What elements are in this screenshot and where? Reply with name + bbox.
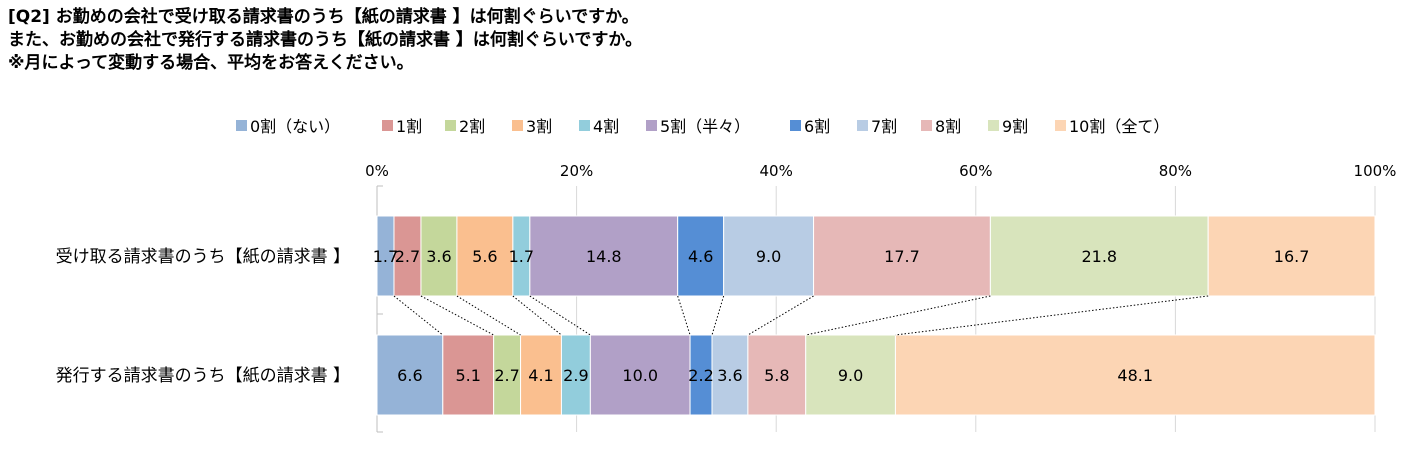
legend-swatch: [382, 120, 393, 131]
legend-swatch: [921, 120, 932, 131]
bar-segment: [589, 334, 691, 416]
bar-segment: [989, 215, 1209, 297]
data-label: 1.7: [373, 247, 398, 266]
category-label: 受け取る請求書のうち【紙の請求書 】: [56, 247, 350, 267]
bar-segment: [376, 334, 444, 416]
data-label: 16.7: [1274, 247, 1310, 266]
bar-segment: [560, 334, 591, 416]
data-label: 4.6: [688, 247, 713, 266]
data-label: 10.0: [622, 366, 658, 385]
series-connector-line: [420, 295, 494, 336]
legend-label: 1割: [396, 117, 422, 136]
data-label: 5.1: [455, 366, 480, 385]
bar-segment: [711, 334, 749, 416]
legend-label: 8割: [935, 117, 961, 136]
data-label: 3.6: [717, 366, 742, 385]
bar-segment: [529, 215, 679, 297]
data-label: 2.2: [688, 366, 713, 385]
bar-segment: [520, 334, 562, 416]
bar-segment: [456, 215, 514, 297]
data-label: 21.8: [1081, 247, 1117, 266]
x-tick-label: 0%: [365, 162, 389, 180]
x-tick-label: 20%: [560, 162, 593, 180]
legend-swatch: [579, 120, 590, 131]
series-connector-line: [895, 295, 1209, 336]
series-connector-line: [677, 295, 691, 336]
x-tick-label: 60%: [959, 162, 992, 180]
legend-label: 9割: [1002, 117, 1028, 136]
data-label: 2.9: [563, 366, 588, 385]
series-connector-line: [805, 295, 991, 336]
legend-label: 7割: [871, 117, 897, 136]
bar-segment: [813, 215, 991, 297]
series-connector-line: [711, 295, 725, 336]
data-label: 5.8: [764, 366, 789, 385]
title-line-3: ※月によって変動する場合、平均をお答えください。: [8, 53, 414, 73]
legend-swatch: [857, 120, 868, 131]
legend-swatch: [512, 120, 523, 131]
legend-swatch: [646, 120, 657, 131]
data-label: 2.7: [494, 366, 519, 385]
title-line-1: [Q2] お勤めの会社で受け取る請求書のうち【紙の請求書 】は何割ぐらいですか。: [8, 7, 639, 27]
bar-segment: [442, 334, 495, 416]
series-connector-line: [393, 295, 444, 336]
legend-swatch: [790, 120, 801, 131]
data-label: 4.1: [528, 366, 553, 385]
bar-segment: [677, 215, 725, 297]
legend-label: 0割（ない）: [250, 117, 340, 136]
bar-segment: [1207, 215, 1376, 297]
data-label: 3.6: [426, 247, 451, 266]
bar-segment: [805, 334, 896, 416]
category-label: 発行する請求書のうち【紙の請求書 】: [56, 366, 350, 386]
series-connector-line: [512, 295, 562, 336]
bar-segment: [894, 334, 1376, 416]
data-label: 48.1: [1117, 366, 1153, 385]
x-tick-label: 80%: [1159, 162, 1192, 180]
legend-swatch: [445, 120, 456, 131]
legend-label: 6割: [804, 117, 830, 136]
legend-swatch: [988, 120, 999, 131]
data-label: 14.8: [586, 247, 622, 266]
data-label: 9.0: [838, 366, 863, 385]
question-title: [Q2] お勤めの会社で受け取る請求書のうち【紙の請求書 】は何割ぐらいですか。…: [8, 6, 642, 75]
x-tick-label: 100%: [1354, 162, 1397, 180]
legend-label: 5割（半々）: [660, 117, 750, 136]
series-connector-line: [529, 295, 591, 336]
series-connector-line: [456, 295, 521, 336]
data-label: 6.6: [397, 366, 422, 385]
x-tick-label: 40%: [760, 162, 793, 180]
legend-label: 10割（全て）: [1069, 117, 1169, 136]
data-label: 5.6: [472, 247, 497, 266]
series-connector-line: [747, 295, 814, 336]
title-line-2: また、お勤めの会社で発行する請求書のうち【紙の請求書 】は何割ぐらいですか。: [8, 30, 643, 50]
data-label: 2.7: [395, 247, 420, 266]
data-label: 9.0: [756, 247, 781, 266]
bar-segment: [747, 334, 807, 416]
legend-label: 2割: [459, 117, 485, 136]
legend-label: 3割: [526, 117, 552, 136]
bar-segment: [723, 215, 815, 297]
legend-swatch: [236, 120, 247, 131]
legend-swatch: [1055, 120, 1066, 131]
legend-label: 4割: [593, 117, 619, 136]
data-label: 17.7: [884, 247, 920, 266]
data-label: 1.7: [509, 247, 534, 266]
